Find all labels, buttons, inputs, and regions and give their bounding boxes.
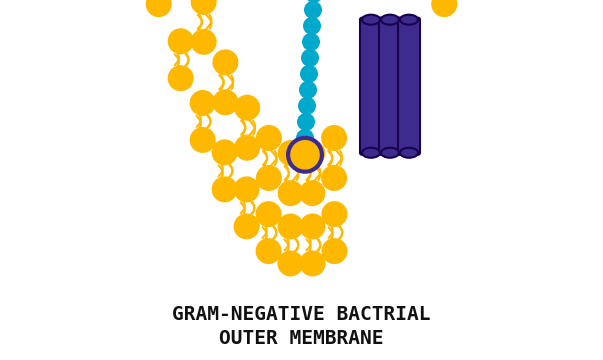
Circle shape: [191, 29, 216, 55]
Circle shape: [256, 125, 282, 151]
Circle shape: [297, 113, 315, 131]
Circle shape: [234, 95, 260, 121]
Circle shape: [300, 251, 326, 276]
Circle shape: [277, 180, 304, 206]
Ellipse shape: [381, 15, 399, 25]
Circle shape: [212, 49, 238, 75]
Circle shape: [299, 81, 317, 99]
Circle shape: [233, 213, 260, 239]
FancyBboxPatch shape: [360, 18, 382, 155]
Circle shape: [321, 165, 347, 191]
FancyBboxPatch shape: [398, 18, 420, 155]
Circle shape: [212, 139, 238, 165]
Circle shape: [168, 28, 194, 54]
Circle shape: [302, 33, 320, 51]
Circle shape: [256, 165, 282, 191]
Circle shape: [190, 90, 216, 116]
Circle shape: [168, 65, 194, 91]
Circle shape: [233, 176, 260, 202]
Circle shape: [212, 176, 238, 202]
FancyBboxPatch shape: [379, 18, 401, 155]
Circle shape: [300, 213, 326, 239]
Circle shape: [191, 0, 216, 15]
Circle shape: [300, 65, 318, 83]
Circle shape: [303, 17, 321, 35]
Text: LPS: LPS: [0, 359, 1, 360]
Circle shape: [305, 0, 323, 3]
Circle shape: [431, 0, 457, 17]
Circle shape: [146, 0, 172, 17]
Circle shape: [321, 238, 347, 264]
Circle shape: [234, 135, 260, 161]
Circle shape: [296, 129, 314, 147]
Circle shape: [321, 201, 347, 227]
Circle shape: [299, 140, 326, 166]
Circle shape: [256, 201, 282, 227]
Ellipse shape: [362, 15, 380, 25]
Text: GRAM-NEGATIVE BACTRIAL: GRAM-NEGATIVE BACTRIAL: [172, 306, 431, 324]
Circle shape: [277, 213, 303, 239]
Circle shape: [301, 49, 319, 67]
Ellipse shape: [381, 148, 399, 158]
Circle shape: [288, 138, 322, 172]
Circle shape: [256, 238, 282, 264]
Circle shape: [190, 127, 216, 153]
Text: OUTER MEMBRANE: OUTER MEMBRANE: [219, 328, 384, 347]
Ellipse shape: [400, 15, 418, 25]
Circle shape: [298, 97, 316, 115]
Circle shape: [277, 140, 304, 166]
Circle shape: [212, 89, 238, 115]
Ellipse shape: [362, 148, 380, 158]
Circle shape: [299, 180, 326, 206]
Ellipse shape: [400, 148, 418, 158]
Circle shape: [277, 251, 303, 276]
Circle shape: [321, 125, 347, 151]
Circle shape: [304, 1, 322, 19]
